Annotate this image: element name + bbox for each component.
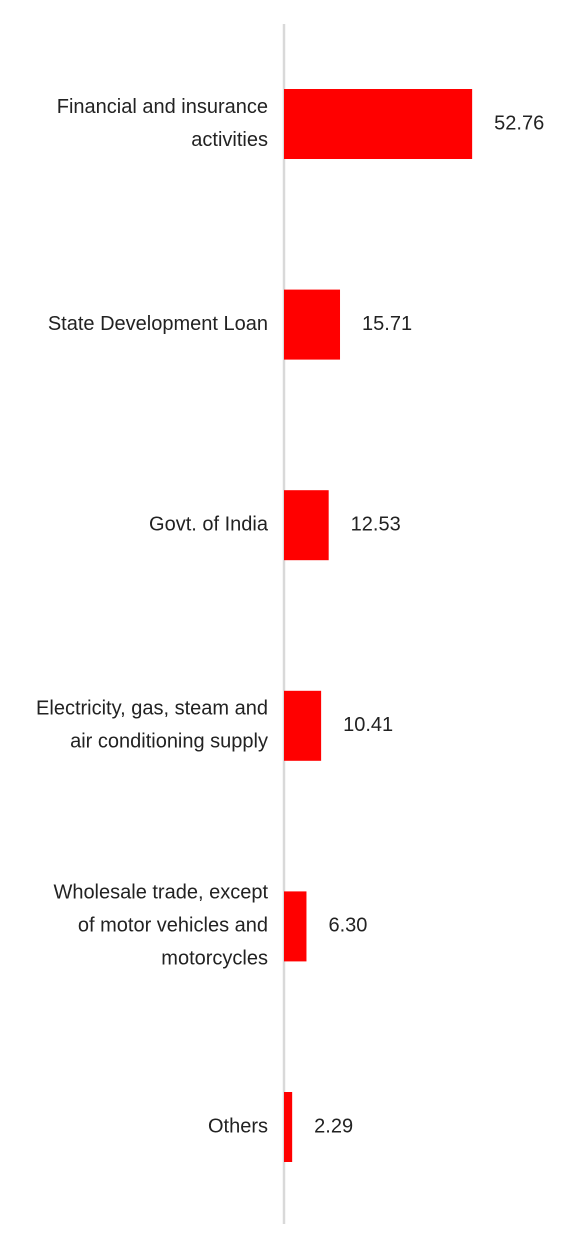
- category-label-5: Others: [208, 1115, 268, 1137]
- bar-1: [284, 289, 341, 360]
- value-label-3: 10.41: [343, 714, 393, 736]
- category-label-line: Wholesale trade, except: [53, 882, 268, 904]
- value-label-0: 52.76: [494, 112, 544, 134]
- category-label-line: Electricity, gas, steam and: [36, 698, 268, 720]
- category-label-line: State Development Loan: [48, 313, 268, 335]
- bar-2: [284, 490, 329, 561]
- category-label-3: Electricity, gas, steam and air condition…: [36, 698, 268, 753]
- category-label-line: motorcycles: [161, 948, 268, 970]
- category-label-line: of motor vehicles and: [78, 915, 268, 937]
- category-label-2: Govt. of India: [149, 513, 269, 535]
- bar-3: [284, 690, 322, 761]
- category-label-1: State Development Loan: [48, 313, 268, 335]
- value-label-2: 12.53: [351, 513, 401, 535]
- value-label-5: 2.29: [314, 1115, 353, 1137]
- bar-0: [284, 89, 473, 159]
- value-label-4: 6.30: [328, 915, 367, 937]
- bar-4: [284, 891, 307, 962]
- category-label-line: Govt. of India: [149, 513, 269, 535]
- category-label-4: Wholesale trade, except of motor vehicles…: [53, 882, 268, 970]
- value-label-1: 15.71: [362, 313, 412, 335]
- category-label-line: Financial and insurance: [57, 96, 268, 118]
- category-label-line: activities: [191, 129, 268, 151]
- category-label-line: Others: [208, 1115, 268, 1137]
- bar-5: [284, 1092, 293, 1162]
- category-label-0: Financial and insurance activities: [57, 96, 268, 151]
- category-label-line: air conditioning supply: [70, 731, 268, 753]
